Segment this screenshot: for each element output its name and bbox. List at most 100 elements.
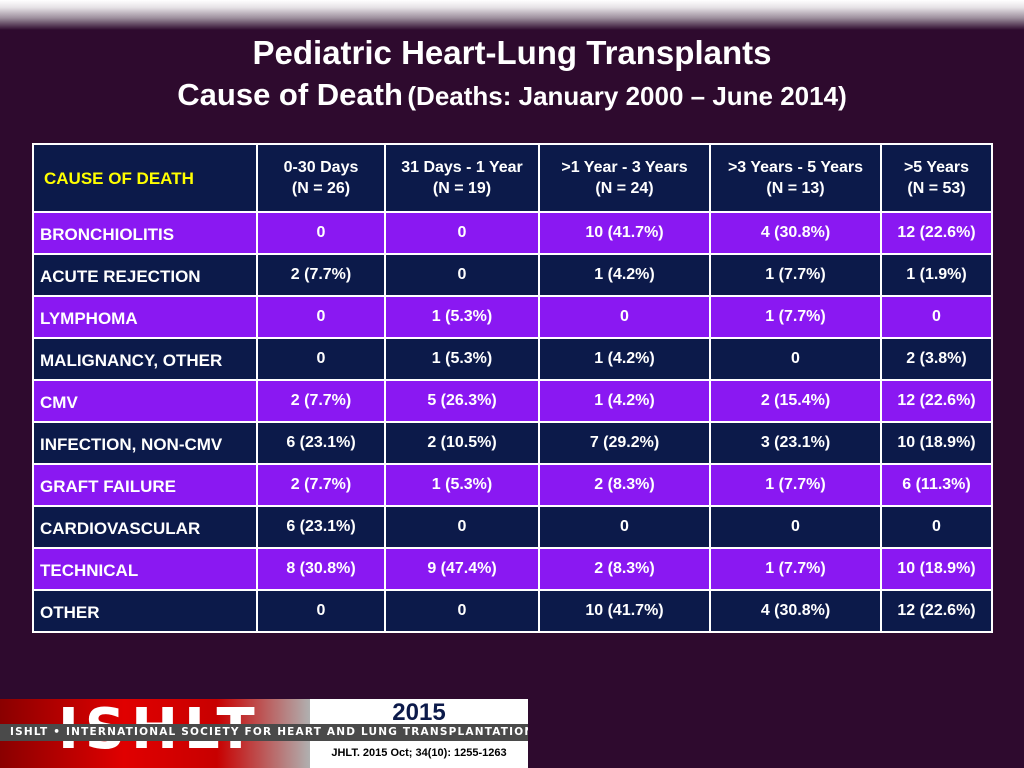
row-cause: CARDIOVASCULAR bbox=[32, 505, 258, 549]
cell-value: 12 (22.6%) bbox=[880, 379, 993, 423]
header-n: (N = 24) bbox=[595, 180, 654, 197]
cell-value: 8 (30.8%) bbox=[256, 547, 386, 591]
cell-value: 12 (22.6%) bbox=[880, 589, 993, 633]
cell-value: 6 (23.1%) bbox=[256, 505, 386, 549]
cell-value: 6 (23.1%) bbox=[256, 421, 386, 465]
header-label: >1 Year - 3 Years bbox=[561, 159, 688, 176]
cell-value: 0 bbox=[384, 211, 540, 255]
cell-value: 1 (7.7%) bbox=[709, 547, 882, 591]
cell-value: 0 bbox=[256, 211, 386, 255]
header-col-3: >3 Years - 5 Years (N = 13) bbox=[709, 143, 882, 213]
cause-label: TECHNICAL bbox=[40, 561, 139, 580]
cause-label: ACUTE REJECTION bbox=[40, 267, 201, 286]
header-n: (N = 53) bbox=[907, 180, 966, 197]
cause-label: GRAFT FAILURE bbox=[40, 477, 176, 496]
cell-value: 2 (7.7%) bbox=[256, 379, 386, 423]
cause-of-death-table: CAUSE OF DEATH 0-30 Days (N = 26) 31 Days… bbox=[32, 143, 993, 633]
cause-label: CMV bbox=[40, 393, 78, 412]
cell-value: 4 (30.8%) bbox=[709, 211, 882, 255]
cell-value: 0 bbox=[256, 295, 386, 339]
header-label: >3 Years - 5 Years bbox=[727, 159, 864, 176]
cell-value: 0 bbox=[709, 505, 882, 549]
cell-value: 2 (8.3%) bbox=[538, 463, 711, 507]
cell-value: 0 bbox=[538, 295, 711, 339]
cell-value: 4 (30.8%) bbox=[709, 589, 882, 633]
table-row: LYMPHOMA 0 1 (5.3%) 0 1 (7.7%) 0 bbox=[32, 295, 993, 339]
cell-value: 1 (4.2%) bbox=[538, 379, 711, 423]
cell-value: 0 bbox=[384, 253, 540, 297]
cell-value: 1 (4.2%) bbox=[538, 253, 711, 297]
row-cause: ACUTE REJECTION bbox=[32, 253, 258, 297]
cell-value: 0 bbox=[256, 337, 386, 381]
cell-value: 10 (41.7%) bbox=[538, 589, 711, 633]
header-label: >5 Years bbox=[903, 159, 970, 176]
header-col-0: 0-30 Days (N = 26) bbox=[256, 143, 386, 213]
cell-value: 10 (41.7%) bbox=[538, 211, 711, 255]
cell-value: 2 (3.8%) bbox=[880, 337, 993, 381]
title-subtitle: (Deaths: January 2000 – June 2014) bbox=[407, 81, 847, 111]
table-row: TECHNICAL 8 (30.8%) 9 (47.4%) 2 (8.3%) 1… bbox=[32, 547, 993, 591]
header-n: (N = 26) bbox=[291, 180, 351, 197]
header-cause-of-death: CAUSE OF DEATH bbox=[32, 143, 258, 213]
cell-value: 2 (15.4%) bbox=[709, 379, 882, 423]
header-col-1: 31 Days - 1 Year (N = 19) bbox=[384, 143, 540, 213]
org-name-strip: ISHLT • INTERNATIONAL SOCIETY FOR HEART … bbox=[0, 724, 528, 741]
cell-value: 2 (8.3%) bbox=[538, 547, 711, 591]
table-row: GRAFT FAILURE 2 (7.7%) 1 (5.3%) 2 (8.3%)… bbox=[32, 463, 993, 507]
cell-value: 9 (47.4%) bbox=[384, 547, 540, 591]
table-row: INFECTION, NON-CMV 6 (23.1%) 2 (10.5%) 7… bbox=[32, 421, 993, 465]
header-label: 31 Days - 1 Year bbox=[401, 159, 523, 176]
cell-value: 2 (10.5%) bbox=[384, 421, 540, 465]
row-cause: LYMPHOMA bbox=[32, 295, 258, 339]
cell-value: 0 bbox=[880, 505, 993, 549]
header-col-2: >1 Year - 3 Years (N = 24) bbox=[538, 143, 711, 213]
header-col-4: >5 Years (N = 53) bbox=[880, 143, 993, 213]
cell-value: 0 bbox=[256, 589, 386, 633]
table-row: BRONCHIOLITIS 0 0 10 (41.7%) 4 (30.8%) 1… bbox=[32, 211, 993, 255]
table-header-row: CAUSE OF DEATH 0-30 Days (N = 26) 31 Days… bbox=[32, 143, 993, 213]
row-cause: GRAFT FAILURE bbox=[32, 463, 258, 507]
top-gradient-band bbox=[0, 0, 1024, 30]
title-main: Cause of Death bbox=[177, 77, 403, 112]
cell-value: 0 bbox=[384, 589, 540, 633]
table-row: CMV 2 (7.7%) 5 (26.3%) 1 (4.2%) 2 (15.4%… bbox=[32, 379, 993, 423]
slide-title: Pediatric Heart-Lung Transplants Cause o… bbox=[0, 32, 1024, 122]
cell-value: 10 (18.9%) bbox=[880, 547, 993, 591]
cell-value: 5 (26.3%) bbox=[384, 379, 540, 423]
row-cause: BRONCHIOLITIS bbox=[32, 211, 258, 255]
row-cause: OTHER bbox=[32, 589, 258, 633]
cell-value: 3 (23.1%) bbox=[709, 421, 882, 465]
cause-label: OTHER bbox=[40, 603, 100, 622]
cell-value: 1 (5.3%) bbox=[384, 295, 540, 339]
cell-value: 7 (29.2%) bbox=[538, 421, 711, 465]
row-cause: TECHNICAL bbox=[32, 547, 258, 591]
cell-value: 0 bbox=[709, 337, 882, 381]
cell-value: 10 (18.9%) bbox=[880, 421, 993, 465]
report-year: 2015 bbox=[310, 699, 528, 726]
header-label: 0-30 Days bbox=[283, 159, 359, 176]
cell-value: 1 (5.3%) bbox=[384, 337, 540, 381]
journal-citation: JHLT. 2015 Oct; 34(10): 1255-1263 bbox=[310, 741, 528, 768]
title-line-2: Cause of Death (Deaths: January 2000 – J… bbox=[0, 74, 1024, 122]
row-cause: INFECTION, NON-CMV bbox=[32, 421, 258, 465]
cause-label: BRONCHIOLITIS bbox=[40, 225, 175, 244]
cell-value: 0 bbox=[384, 505, 540, 549]
table-row: ACUTE REJECTION 2 (7.7%) 0 1 (4.2%) 1 (7… bbox=[32, 253, 993, 297]
cell-value: 6 (11.3%) bbox=[880, 463, 993, 507]
header-n: (N = 19) bbox=[432, 180, 492, 197]
cell-value: 0 bbox=[880, 295, 993, 339]
cause-label: INFECTION, NON-CMV bbox=[40, 435, 223, 454]
header-n: (N = 13) bbox=[766, 180, 825, 197]
cause-label: MALIGNANCY, OTHER bbox=[40, 351, 223, 370]
cell-value: 2 (7.7%) bbox=[256, 463, 386, 507]
cell-value: 0 bbox=[538, 505, 711, 549]
row-cause: MALIGNANCY, OTHER bbox=[32, 337, 258, 381]
title-line-1: Pediatric Heart-Lung Transplants bbox=[252, 34, 772, 71]
cause-label: CARDIOVASCULAR bbox=[40, 519, 201, 538]
table-row: MALIGNANCY, OTHER 0 1 (5.3%) 1 (4.2%) 0 … bbox=[32, 337, 993, 381]
cell-value: 1 (4.2%) bbox=[538, 337, 711, 381]
cell-value: 2 (7.7%) bbox=[256, 253, 386, 297]
cause-label: LYMPHOMA bbox=[40, 309, 138, 328]
table-row: OTHER 0 0 10 (41.7%) 4 (30.8%) 12 (22.6%… bbox=[32, 589, 993, 633]
cell-value: 1 (7.7%) bbox=[709, 463, 882, 507]
